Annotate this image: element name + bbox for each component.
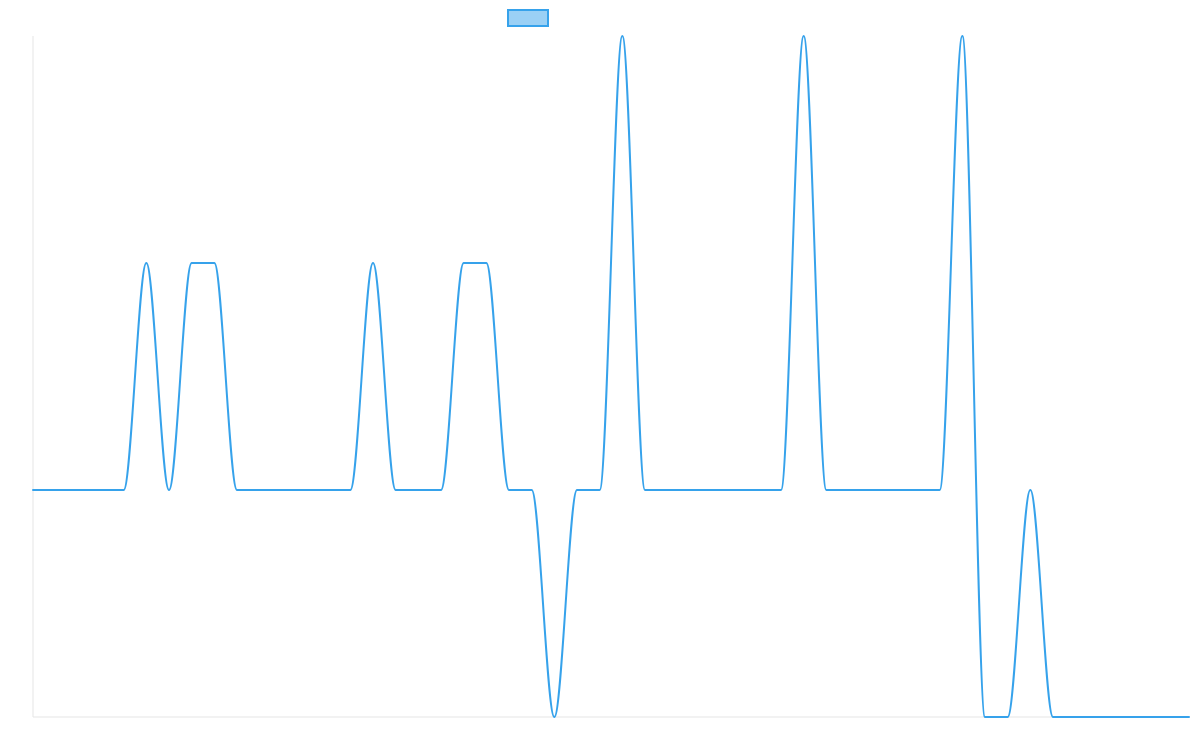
axes xyxy=(32,36,1189,718)
series-layer xyxy=(32,35,1190,719)
legend-swatch-1[interactable] xyxy=(507,9,549,27)
series-line-1 xyxy=(32,35,1190,719)
legend[interactable] xyxy=(507,9,549,27)
